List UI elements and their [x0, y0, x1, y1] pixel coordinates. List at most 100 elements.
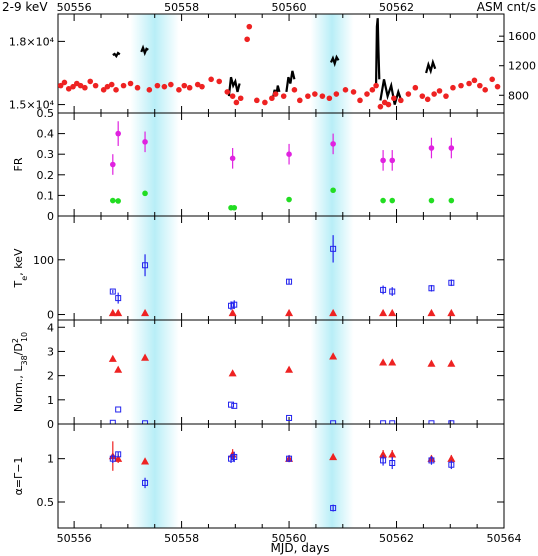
data-point [342, 87, 349, 93]
data-point [199, 83, 205, 90]
data-point [108, 354, 117, 362]
data-point [357, 97, 363, 104]
panel-data-fr [110, 121, 455, 211]
data-point [291, 87, 298, 93]
data-point [286, 278, 293, 285]
top-x-tick-label: 50556 [57, 1, 92, 14]
data-point [115, 198, 121, 204]
data-point [412, 84, 419, 91]
data-point [228, 401, 235, 408]
data-point [398, 97, 404, 104]
data-point [113, 87, 119, 93]
data-point [380, 286, 387, 293]
data-point [104, 83, 111, 90]
data-point [380, 157, 386, 164]
data-point [65, 85, 72, 92]
data-point [388, 358, 397, 366]
data-point [142, 139, 148, 145]
data-point [482, 87, 488, 93]
data-point [489, 76, 495, 83]
y-tick-label: 3 [47, 345, 54, 358]
light-curve-segment [285, 70, 296, 93]
light-curve-segment [112, 51, 121, 59]
data-point [389, 157, 396, 164]
top-x-tick-label: 50560 [272, 1, 307, 14]
y-axis-label-norm: Norm., L38/D210 [11, 332, 29, 412]
data-point [379, 450, 388, 458]
data-point [450, 84, 456, 91]
data-point [168, 81, 174, 88]
data-point [447, 308, 456, 317]
x-tick-label: 50562 [379, 532, 414, 545]
data-point [428, 145, 435, 151]
x-tick-label: 50560 [272, 532, 307, 545]
data-point [428, 457, 435, 464]
data-point [92, 82, 99, 89]
data-point [364, 91, 370, 97]
data-point [82, 84, 88, 91]
panel-frame-flux [57, 13, 505, 114]
data-point [350, 89, 357, 95]
data-point [114, 365, 123, 373]
panel-data-norm [108, 352, 456, 424]
data-point [231, 402, 238, 409]
data-point [141, 353, 150, 361]
data-point [419, 93, 426, 99]
panel-alpha: 0.5 1 α=Γ−1 50556 50558 50560 50562 50564 [12, 423, 522, 545]
data-point [380, 420, 387, 424]
flux-panel-energy-label: 2-9 keV [2, 0, 48, 14]
data-point [228, 455, 235, 462]
data-point [280, 93, 287, 99]
data-point [77, 82, 84, 89]
shaded-interval-1 [130, 14, 179, 528]
data-point [379, 358, 388, 366]
data-point [262, 99, 268, 106]
data-point [377, 103, 384, 110]
data-point [312, 91, 318, 97]
data-point [385, 101, 392, 108]
y-axis-label-te: Te, keV [12, 248, 29, 288]
data-point [115, 130, 121, 137]
data-point [269, 95, 275, 102]
data-point [108, 81, 115, 88]
light-curve-segment [425, 58, 437, 75]
x-tick-label: 50558 [164, 532, 199, 545]
data-point [194, 81, 201, 88]
x-tick-label: 50564 [487, 532, 522, 545]
y-axis-label-fr: FR [12, 157, 25, 171]
y-tick-label: 4 [47, 321, 54, 334]
y-tick-label: 2 [47, 370, 54, 383]
panel-frame-te [57, 215, 505, 321]
data-point [110, 161, 116, 168]
data-point [428, 197, 435, 204]
data-point [330, 420, 337, 424]
data-point [388, 450, 397, 458]
y-tick-label: 0.1 [37, 189, 55, 202]
data-point [448, 279, 455, 286]
data-point [477, 82, 483, 89]
panel-fr: 0 0.1 0.2 0.3 0.4 0.5 FR [12, 107, 505, 223]
data-point [237, 95, 244, 102]
data-point [115, 451, 122, 458]
y-tick-label: 0.5 [37, 496, 55, 509]
light-curve-segment [140, 44, 149, 57]
data-point [61, 79, 68, 86]
right-y-tick-label: 1200 [508, 60, 536, 73]
panel-data-flux [58, 18, 501, 110]
data-point [305, 93, 311, 99]
light-curve-segment [375, 18, 381, 84]
data-point [373, 82, 379, 89]
panel-frame-alpha [57, 423, 505, 529]
data-point [154, 82, 161, 89]
data-point [108, 308, 117, 317]
data-point [448, 420, 455, 424]
data-point [379, 308, 388, 317]
light-curve-segment [329, 54, 340, 68]
right-y-tick-label: 1600 [508, 30, 536, 43]
data-point [142, 479, 149, 486]
data-point [326, 95, 333, 102]
data-point [286, 196, 292, 203]
data-point [297, 97, 303, 104]
data-point [330, 187, 336, 194]
